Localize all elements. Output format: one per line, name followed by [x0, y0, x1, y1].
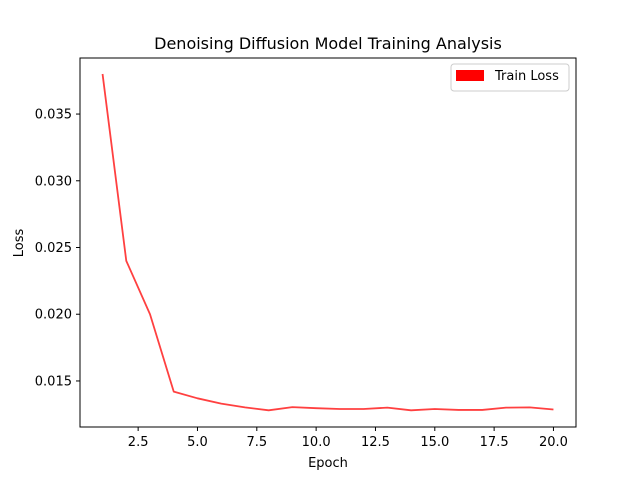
legend-label-train-loss: Train Loss	[494, 69, 559, 84]
y-tick-label: 0.025	[35, 241, 72, 256]
x-tick-label: 10.0	[302, 435, 331, 450]
y-tick-label: 0.020	[35, 308, 72, 323]
y-tick-label: 0.030	[35, 174, 72, 189]
y-tick-label: 0.015	[35, 374, 72, 389]
x-axis-label: Epoch	[308, 456, 348, 471]
legend: Train Loss	[450, 63, 570, 92]
x-tick-label: 17.5	[480, 435, 509, 450]
y-tick-label: 0.035	[35, 108, 72, 123]
plot-frame	[79, 57, 577, 428]
x-tick-label: 2.5	[128, 435, 149, 450]
x-tick-label: 5.0	[187, 435, 208, 450]
series-lines	[101, 73, 554, 412]
axis-ticks: 2.5 5.0 7.5 10.0 12.5 15.0 17.5 20.0 0.015 0.020 0…	[35, 108, 568, 450]
x-tick-label: 15.0	[420, 435, 449, 450]
series-line-train-loss	[101, 73, 554, 412]
legend-swatch-train-loss	[456, 70, 484, 81]
y-axis-label: Loss	[12, 229, 27, 258]
x-tick-label: 7.5	[246, 435, 267, 450]
x-tick-label: 20.0	[539, 435, 568, 450]
x-tick-label: 12.5	[361, 435, 390, 450]
chart-title: Denoising Diffusion Model Training Analy…	[154, 34, 502, 53]
